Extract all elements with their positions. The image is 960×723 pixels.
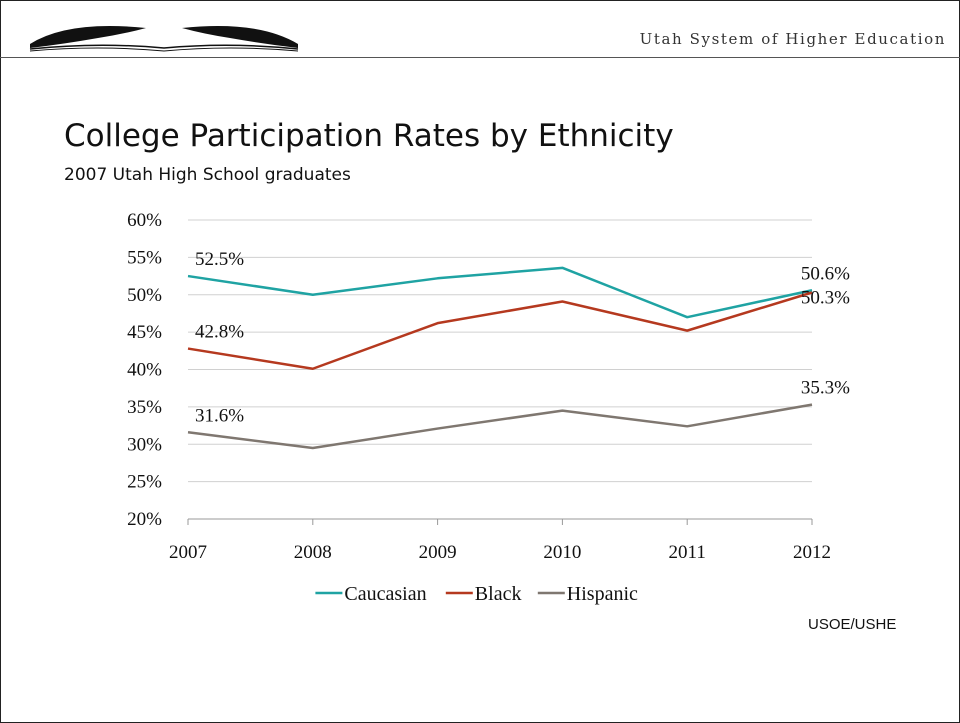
y-tick-label: 25% xyxy=(127,472,162,493)
y-tick-label: 30% xyxy=(127,434,162,455)
data-label: 52.5% xyxy=(195,249,244,270)
slide-title: College Participation Rates by Ethnicity xyxy=(64,118,674,154)
series-line-caucasian xyxy=(187,266,813,319)
legend-label: Hispanic xyxy=(567,583,638,605)
series-line-black xyxy=(187,291,813,371)
x-tick-label: 2007 xyxy=(169,542,207,563)
data-label: 31.6% xyxy=(195,405,244,426)
source-note: USOE/USHE xyxy=(808,616,897,633)
y-tick-label: 40% xyxy=(127,360,162,381)
legend-label: Caucasian xyxy=(344,583,426,605)
data-label: 50.6% xyxy=(801,263,850,284)
header-divider xyxy=(0,57,960,58)
data-label: 50.3% xyxy=(801,288,850,309)
data-label: 35.3% xyxy=(801,378,850,399)
x-tick-label: 2010 xyxy=(543,542,581,563)
org-name: Utah System of Higher Education xyxy=(639,30,946,48)
slide-subtitle: 2007 Utah High School graduates xyxy=(64,165,351,185)
book-arc-logo-icon xyxy=(29,26,299,52)
x-tick-label: 2009 xyxy=(419,542,457,563)
data-label: 42.8% xyxy=(195,322,244,343)
y-tick-label: 60% xyxy=(127,210,162,231)
x-tick-label: 2011 xyxy=(669,542,706,563)
y-tick-label: 50% xyxy=(127,285,162,306)
series-line-hispanic xyxy=(187,403,813,450)
y-tick-label: 55% xyxy=(127,247,162,268)
y-tick-label: 20% xyxy=(127,509,162,530)
x-tick-label: 2008 xyxy=(294,542,332,563)
y-tick-label: 45% xyxy=(127,322,162,343)
x-tick-label: 2012 xyxy=(793,542,831,563)
y-tick-label: 35% xyxy=(127,397,162,418)
legend-label: Black xyxy=(475,583,522,605)
